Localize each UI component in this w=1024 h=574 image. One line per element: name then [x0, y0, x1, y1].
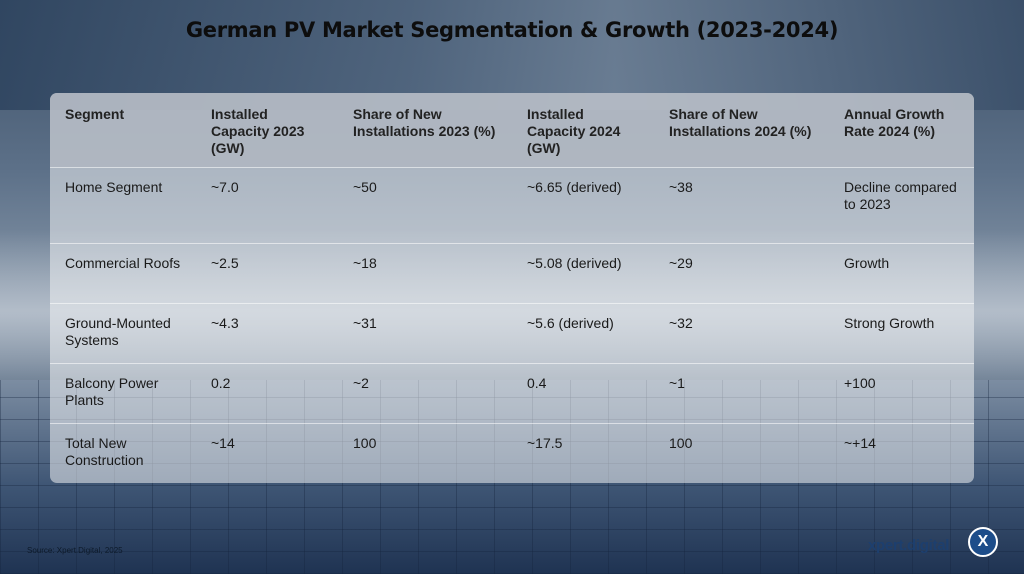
logo-badge-icon: X — [968, 527, 998, 557]
cell-segment: Commercial Roofs — [65, 254, 181, 271]
table-row: Total New Construction ~14 100 ~17.5 100… — [50, 423, 974, 481]
cell-capacity-2024: ~6.65 (derived) — [527, 178, 622, 195]
table-row: Home Segment ~7.0 ~50 ~6.65 (derived) ~3… — [50, 167, 974, 243]
segmentation-table-card: Segment Installed Capacity 2023 (GW) Sha… — [50, 93, 974, 483]
segmentation-table: Segment Installed Capacity 2023 (GW) Sha… — [50, 93, 974, 481]
source-note: Source: Xpert.Digital, 2025 — [27, 546, 123, 555]
header-capacity-2024: Installed Capacity 2024 (GW) — [527, 106, 621, 156]
cell-segment: Total New Construction — [65, 434, 144, 468]
table-row: Balcony Power Plants 0.2 ~2 0.4 ~1 +100 — [50, 363, 974, 423]
cell-capacity-2024: ~5.6 (derived) — [527, 314, 614, 331]
cell-capacity-2024: ~5.08 (derived) — [527, 254, 622, 271]
cell-share-2023: ~50 — [353, 178, 377, 195]
cell-share-2023: ~18 — [353, 254, 377, 271]
page-title: German PV Market Segmentation & Growth (… — [185, 18, 839, 42]
cell-capacity-2024: ~17.5 — [527, 434, 563, 451]
header-growth-rate-2024: Annual Growth Rate 2024 (%) — [844, 106, 945, 139]
background-sky — [0, 0, 1024, 110]
logo-text: xpert.digital — [868, 537, 950, 554]
header-share-2023: Share of New Installations 2023 (%) — [353, 106, 496, 139]
cell-capacity-2023: ~2.5 — [211, 254, 239, 271]
cell-growth-rate: Decline compared to 2023 — [844, 178, 957, 212]
table-row: Ground-Mounted Systems ~4.3 ~31 ~5.6 (de… — [50, 303, 974, 363]
cell-share-2024: ~1 — [669, 374, 685, 391]
cell-segment: Balcony Power Plants — [65, 374, 159, 408]
cell-capacity-2024: 0.4 — [527, 374, 547, 391]
cell-segment: Home Segment — [65, 178, 163, 195]
cell-growth-rate: Strong Growth — [844, 314, 935, 331]
cell-share-2024: ~32 — [669, 314, 693, 331]
cell-share-2023: ~2 — [353, 374, 369, 391]
cell-growth-rate: +100 — [844, 374, 876, 391]
table-header-row: Segment Installed Capacity 2023 (GW) Sha… — [50, 93, 974, 167]
cell-share-2024: 100 — [669, 434, 693, 451]
header-capacity-2023: Installed Capacity 2023 (GW) — [211, 106, 305, 156]
cell-capacity-2023: ~14 — [211, 434, 235, 451]
xpert-digital-logo[interactable]: xpert.digital X — [868, 527, 1008, 557]
cell-capacity-2023: ~7.0 — [211, 178, 239, 195]
cell-segment: Ground-Mounted Systems — [65, 314, 171, 348]
cell-share-2023: 100 — [353, 434, 377, 451]
table-row: Commercial Roofs ~2.5 ~18 ~5.08 (derived… — [50, 243, 974, 303]
cell-share-2024: ~38 — [669, 178, 693, 195]
cell-growth-rate: ~+14 — [844, 434, 876, 451]
cell-share-2023: ~31 — [353, 314, 377, 331]
cell-share-2024: ~29 — [669, 254, 693, 271]
header-share-2024: Share of New Installations 2024 (%) — [669, 106, 812, 139]
cell-growth-rate: Growth — [844, 254, 890, 271]
cell-capacity-2023: 0.2 — [211, 374, 231, 391]
header-segment: Segment — [65, 106, 125, 122]
cell-capacity-2023: ~4.3 — [211, 314, 239, 331]
